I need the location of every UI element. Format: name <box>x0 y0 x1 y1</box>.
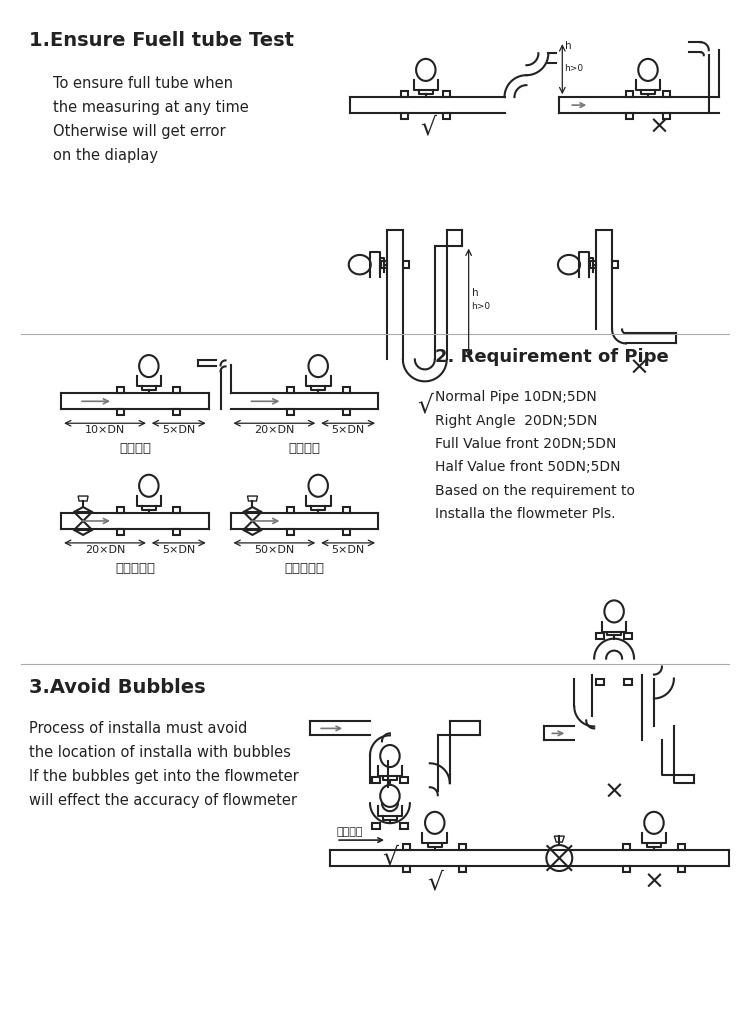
Text: Process of installa must avoid
the location of installa with bubbles
If the bubb: Process of installa must avoid the locat… <box>29 720 299 808</box>
Bar <box>626 92 632 98</box>
Bar <box>372 777 380 784</box>
Bar <box>622 866 629 872</box>
Bar <box>343 410 350 416</box>
Text: 全开截止阀: 全开截止阀 <box>115 561 155 575</box>
Polygon shape <box>554 837 564 843</box>
Bar <box>459 845 466 850</box>
Bar <box>443 114 450 120</box>
Text: ×: × <box>644 869 664 893</box>
Text: ×: × <box>649 115 670 139</box>
Polygon shape <box>78 496 88 501</box>
Bar <box>173 507 180 514</box>
Text: 3.Avoid Bubbles: 3.Avoid Bubbles <box>29 677 206 696</box>
Text: ×: × <box>628 355 650 379</box>
Text: 一般管道: 一般管道 <box>119 441 151 454</box>
Bar <box>286 507 294 514</box>
Text: √: √ <box>427 869 442 893</box>
Text: Normal Pipe 10DN;5DN
Right Angle  20DN;5DN
Full Value front 20DN;5DN
Half Value : Normal Pipe 10DN;5DN Right Angle 20DN;5D… <box>435 390 634 521</box>
Bar <box>678 866 686 872</box>
Bar <box>118 388 124 394</box>
Text: 20×DN: 20×DN <box>85 544 125 554</box>
Bar <box>459 866 466 872</box>
Bar <box>173 388 180 394</box>
Bar <box>622 845 629 850</box>
Text: 5×DN: 5×DN <box>332 425 364 435</box>
Bar <box>626 114 632 120</box>
Text: 5×DN: 5×DN <box>162 544 195 554</box>
Bar <box>118 507 124 514</box>
Polygon shape <box>244 507 262 513</box>
Text: 1.Ensure Fuell tube Test: 1.Ensure Fuell tube Test <box>29 32 294 50</box>
Text: h>0: h>0 <box>471 302 490 310</box>
Bar <box>404 866 410 872</box>
Text: √: √ <box>420 115 436 139</box>
Text: 半开截止阀: 半开截止阀 <box>284 561 324 575</box>
Bar <box>596 633 604 639</box>
Text: √: √ <box>382 844 398 868</box>
Bar <box>400 823 408 829</box>
Text: √: √ <box>417 393 433 417</box>
Text: 5×DN: 5×DN <box>332 544 364 554</box>
Text: 水流方向: 水流方向 <box>336 826 363 837</box>
Bar <box>343 507 350 514</box>
Bar <box>173 530 180 535</box>
Bar <box>118 410 124 416</box>
Bar <box>381 262 387 269</box>
Bar <box>400 777 408 784</box>
Text: 20×DN: 20×DN <box>254 425 295 435</box>
Text: 直角管道: 直角管道 <box>288 441 320 454</box>
Polygon shape <box>74 507 92 513</box>
Bar <box>403 262 409 269</box>
Text: h: h <box>472 287 478 298</box>
Bar <box>343 388 350 394</box>
Bar <box>372 823 380 829</box>
Text: To ensure full tube when
the measuring at any time
Otherwise will get error
on t: To ensure full tube when the measuring a… <box>53 76 249 163</box>
Text: h: h <box>566 41 572 51</box>
Polygon shape <box>248 496 257 501</box>
Bar <box>401 92 409 98</box>
Bar <box>343 530 350 535</box>
Text: h>0: h>0 <box>564 64 584 73</box>
Bar <box>596 679 604 685</box>
Bar <box>664 114 670 120</box>
Bar <box>286 388 294 394</box>
Bar <box>404 845 410 850</box>
Bar <box>443 92 450 98</box>
Bar <box>624 633 632 639</box>
Bar <box>173 410 180 416</box>
Bar <box>624 679 632 685</box>
Text: ×: × <box>604 780 625 803</box>
Bar <box>286 530 294 535</box>
Text: 50×DN: 50×DN <box>254 544 295 554</box>
Bar <box>286 410 294 416</box>
Polygon shape <box>244 531 262 535</box>
Text: 2. Requirement of Pipe: 2. Requirement of Pipe <box>435 348 668 366</box>
Bar <box>612 262 618 269</box>
Bar <box>664 92 670 98</box>
Bar <box>678 845 686 850</box>
Bar <box>401 114 409 120</box>
Text: 10×DN: 10×DN <box>85 425 125 435</box>
Bar <box>118 530 124 535</box>
Polygon shape <box>74 531 92 535</box>
Text: 5×DN: 5×DN <box>162 425 195 435</box>
Bar <box>590 262 596 269</box>
